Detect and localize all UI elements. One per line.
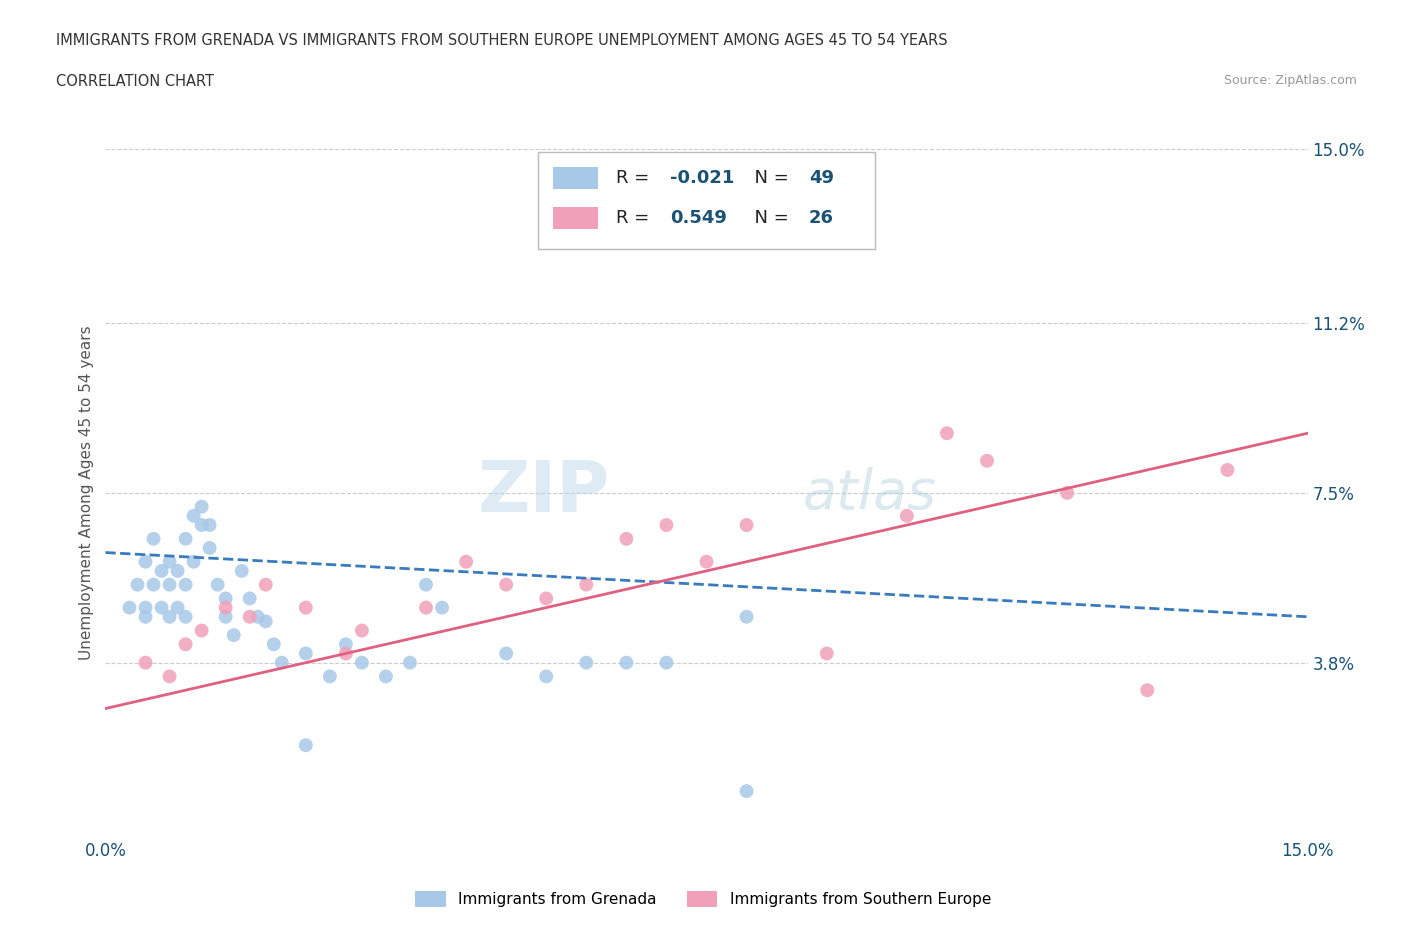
Point xyxy=(239,591,262,605)
Point xyxy=(534,591,557,605)
Point xyxy=(616,531,638,546)
Point xyxy=(159,578,181,592)
Point xyxy=(207,578,229,592)
Point xyxy=(415,578,437,592)
Point xyxy=(295,737,318,752)
Point xyxy=(374,669,398,684)
Legend: Immigrants from Grenada, Immigrants from Southern Europe: Immigrants from Grenada, Immigrants from… xyxy=(409,884,997,913)
Point xyxy=(415,600,437,615)
Point xyxy=(350,623,373,638)
Text: CORRELATION CHART: CORRELATION CHART xyxy=(56,74,214,89)
Point xyxy=(454,554,477,569)
Text: N =: N = xyxy=(742,169,794,187)
Point xyxy=(270,656,292,671)
Y-axis label: Unemployment Among Ages 45 to 54 years: Unemployment Among Ages 45 to 54 years xyxy=(79,326,94,660)
Point xyxy=(142,578,165,592)
Point xyxy=(655,518,678,533)
Point xyxy=(127,578,149,592)
Point xyxy=(214,600,236,615)
Point xyxy=(150,564,173,578)
Point xyxy=(214,591,236,605)
FancyBboxPatch shape xyxy=(538,153,875,248)
Point xyxy=(735,784,758,799)
Point xyxy=(174,609,197,624)
Point xyxy=(350,656,373,671)
Point xyxy=(135,656,157,671)
Point xyxy=(174,637,197,652)
Text: atlas: atlas xyxy=(803,467,936,519)
Point xyxy=(183,554,205,569)
Point xyxy=(254,578,277,592)
Point xyxy=(190,499,212,514)
Point xyxy=(222,628,245,643)
Point xyxy=(575,578,598,592)
Point xyxy=(198,518,221,533)
Text: ZIP: ZIP xyxy=(478,458,610,527)
Point xyxy=(254,614,277,629)
Point xyxy=(263,637,285,652)
Point xyxy=(815,646,838,661)
Point xyxy=(135,609,157,624)
Text: IMMIGRANTS FROM GRENADA VS IMMIGRANTS FROM SOUTHERN EUROPE UNEMPLOYMENT AMONG AG: IMMIGRANTS FROM GRENADA VS IMMIGRANTS FR… xyxy=(56,33,948,47)
Point xyxy=(399,656,422,671)
Point xyxy=(231,564,253,578)
Point xyxy=(1056,485,1078,500)
Text: N =: N = xyxy=(742,208,794,227)
Point xyxy=(118,600,141,615)
Point xyxy=(655,656,678,671)
Point xyxy=(166,564,188,578)
Point xyxy=(214,609,236,624)
Point xyxy=(896,509,918,524)
Point xyxy=(936,426,959,441)
Point xyxy=(295,646,318,661)
Point xyxy=(166,600,188,615)
Point xyxy=(159,609,181,624)
Point xyxy=(735,609,758,624)
Point xyxy=(616,656,638,671)
FancyBboxPatch shape xyxy=(553,206,599,229)
Point xyxy=(246,609,269,624)
Point xyxy=(319,669,342,684)
Point xyxy=(495,646,517,661)
Point xyxy=(135,600,157,615)
Point xyxy=(159,669,181,684)
Point xyxy=(159,554,181,569)
Point xyxy=(150,600,173,615)
Point xyxy=(1216,462,1239,477)
Point xyxy=(239,609,262,624)
Point xyxy=(1136,683,1159,698)
Text: Source: ZipAtlas.com: Source: ZipAtlas.com xyxy=(1223,74,1357,87)
Point xyxy=(135,554,157,569)
Point xyxy=(430,600,453,615)
Point xyxy=(534,669,557,684)
Point xyxy=(198,540,221,555)
Point xyxy=(183,509,205,524)
Point xyxy=(976,453,998,468)
Text: R =: R = xyxy=(616,169,655,187)
FancyBboxPatch shape xyxy=(553,167,599,190)
Point xyxy=(174,578,197,592)
Point xyxy=(495,578,517,592)
Text: 26: 26 xyxy=(808,208,834,227)
Point xyxy=(335,637,357,652)
Text: -0.021: -0.021 xyxy=(671,169,735,187)
Point xyxy=(190,518,212,533)
Point xyxy=(190,623,212,638)
Point xyxy=(335,646,357,661)
Point xyxy=(735,518,758,533)
Text: 49: 49 xyxy=(808,169,834,187)
Point xyxy=(696,554,718,569)
Text: R =: R = xyxy=(616,208,655,227)
Point xyxy=(575,656,598,671)
Point xyxy=(174,531,197,546)
Point xyxy=(142,531,165,546)
Point xyxy=(295,600,318,615)
Text: 0.549: 0.549 xyxy=(671,208,727,227)
